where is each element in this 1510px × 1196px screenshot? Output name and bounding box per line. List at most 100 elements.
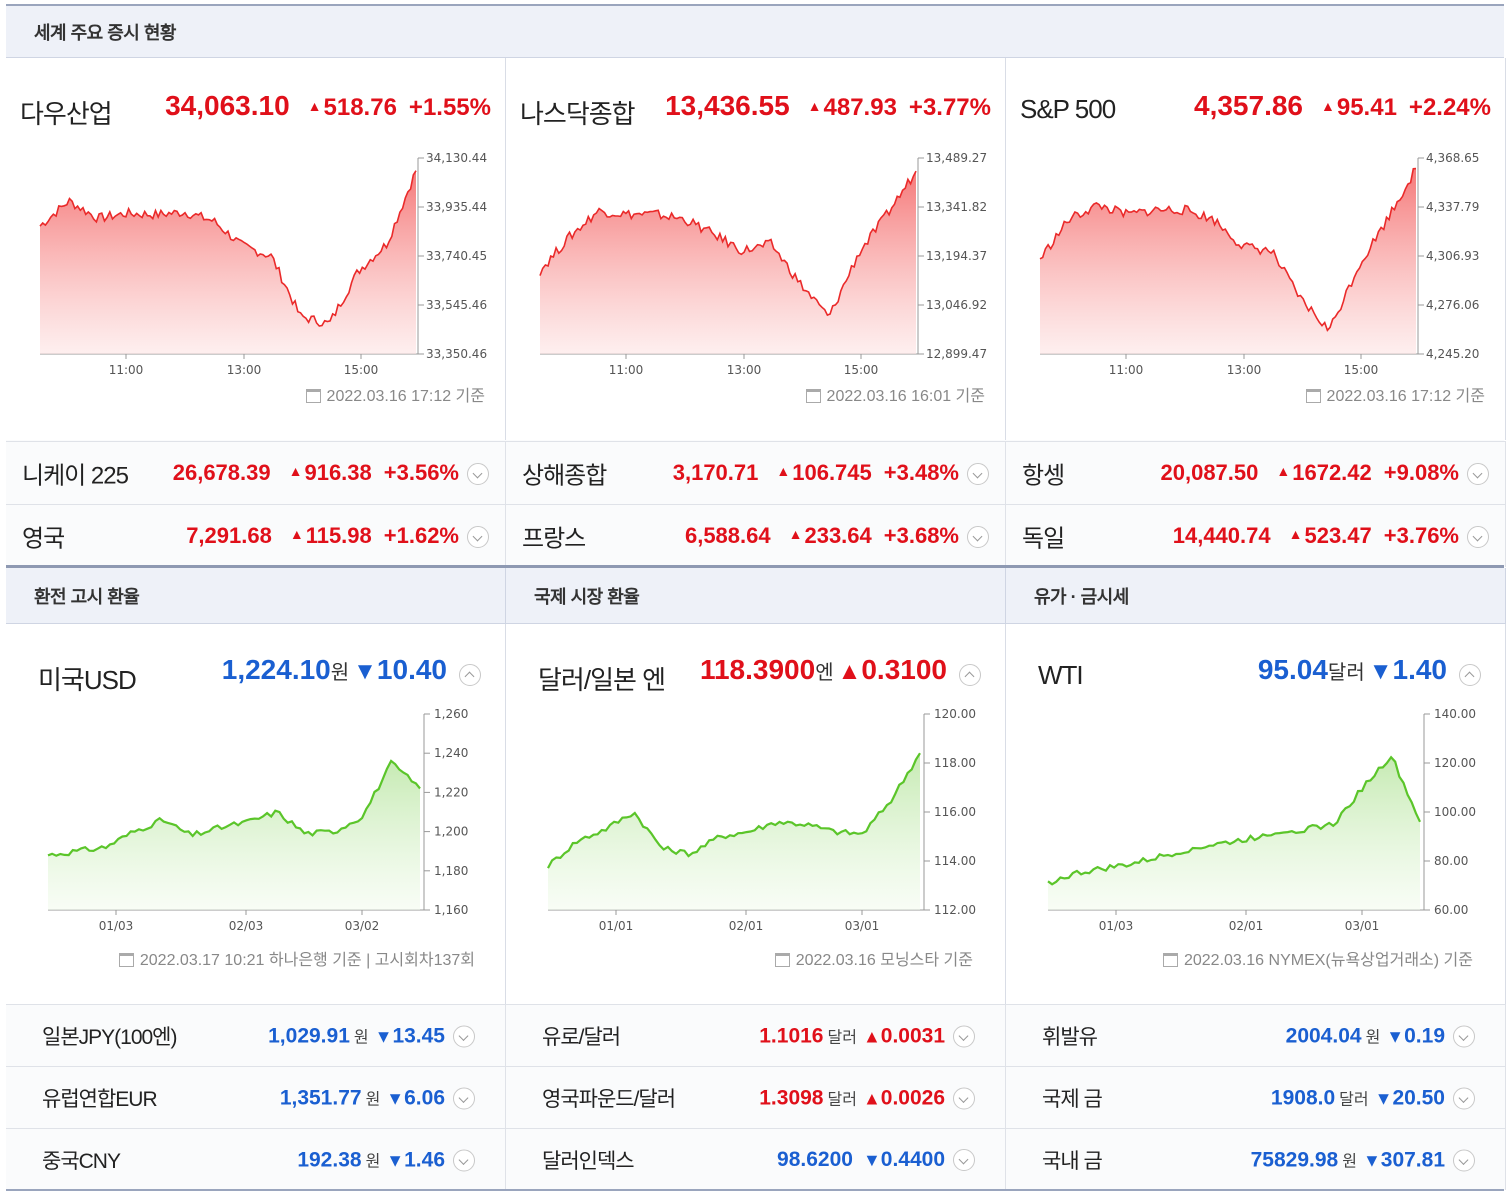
x-tick-label: 02/03 [229,919,264,933]
index-name[interactable]: S&P 500 [1020,94,1116,124]
chevron-down-icon[interactable] [467,463,489,486]
fx-row-item[interactable]: 영국파운드/달러 1.3098 달러 ▲0.0026 [506,1066,1006,1128]
fx-header: WTI 95.04달러 ▼1.40 [1038,654,1481,694]
x-tick-label: 01/03 [99,919,134,933]
y-tick-label: 13,341.82 [926,200,987,214]
chevron-down-icon[interactable] [1467,463,1489,486]
chevron-down-icon[interactable] [967,526,989,549]
y-tick-label: 120.00 [1434,756,1476,770]
y-tick-label: 34,130.44 [426,151,487,165]
stock-row-item[interactable]: 독일 14,440.74 ▲523.47 +3.76% [1006,504,1506,567]
fx-row-change: 0.4400 [880,1147,945,1171]
index-name[interactable]: 나스닥종합 [520,99,636,129]
fx-row-item[interactable]: 국제 금 1908.0 달러 ▼20.50 [1006,1066,1506,1128]
up-triangle-icon: ▲ [862,1026,881,1046]
stock-row-item[interactable]: 프랑스 6,588.64 ▲233.64 +3.68% [506,504,1006,567]
y-tick-label: 1,160 [434,903,468,917]
stock-row-item[interactable]: 영국 7,291.68 ▲115.98 +1.62% [6,504,506,567]
x-tick-label: 03/01 [1345,919,1380,933]
fx-section-header: 유가 · 금시세 [1006,568,1506,624]
stock-row-item[interactable]: 상해종합 3,170.71 ▲106.745 +3.48% [506,441,1006,504]
index-chart[interactable]: 13,489.27 13,341.82 13,194.37 13,046.92 12,8… [506,146,1006,376]
y-tick-label: 4,245.20 [1426,347,1479,361]
fx-chart[interactable]: 120.00 118.00 116.00 114.00 112.00 01/01 02/01… [506,704,1006,944]
stock-row-name: 항셍 [1022,462,1065,490]
y-tick-label: 1,180 [434,864,468,878]
calendar-icon [118,953,134,967]
stock-row-change: ▲106.745 [776,460,871,485]
fx-name[interactable]: WTI [1038,660,1084,690]
timestamp-text: 2022.03.16 17:12 기준 [326,388,485,405]
fx-row-name: 일본JPY(100엔) [42,1025,177,1049]
fx-change: ▼1.40 [1369,654,1447,685]
chart-timestamp: 2022.03.16 16:01 기준 [805,382,985,406]
fx-name[interactable]: 달러/일본 엔 [538,665,666,695]
fx-row-item[interactable]: 일본JPY(100엔) 1,029.91 원 ▼13.45 [6,1004,506,1066]
y-tick-label: 13,046.92 [926,298,987,312]
chevron-up-icon[interactable] [959,663,981,686]
fx-row-unit: 원 [1365,1029,1381,1046]
stock-header: S&P 500 4,357.86 ▲95.41 +2.24% [1020,90,1491,130]
fx-change-value: 0.3100 [861,654,947,685]
stock-row-item[interactable]: 항셍 20,087.50 ▲1672.42 +9.08% [1006,441,1506,504]
fx-chart[interactable]: 140.00 120.00 100.00 80.00 60.00 01/03 02/01 03… [1006,704,1506,944]
chart-area [540,171,916,354]
fx-change-value: 1.40 [1392,654,1448,685]
stock-row-percent: +3.76% [1383,523,1459,548]
chevron-down-icon[interactable] [953,1148,975,1171]
chevron-down-icon[interactable] [1467,526,1489,549]
chevron-up-icon[interactable] [459,663,481,686]
fx-row-name: 국내 금 [1042,1149,1103,1173]
fx-row-change: 1.46 [404,1148,445,1171]
calendar-icon [805,389,821,403]
chevron-down-icon[interactable] [953,1087,975,1110]
down-triangle-icon: ▼ [386,1088,405,1108]
fx-row-value: 98.6200 [777,1147,853,1171]
index-chart[interactable]: 4,368.65 4,337.79 4,306.93 4,276.06 4,245.20… [1006,146,1506,376]
fx-row-name: 달러인덱스 [542,1149,635,1173]
chevron-down-icon[interactable] [967,463,989,486]
fx-row-item[interactable]: 국내 금 75829.98 원 ▼307.81 [1006,1128,1506,1190]
calendar-icon [305,389,321,403]
chevron-down-icon[interactable] [453,1025,475,1048]
y-tick-label: 1,240 [434,746,468,760]
fx-row-name: 휘발유 [1042,1025,1098,1049]
y-tick-label: 1,200 [434,825,468,839]
chevron-down-icon[interactable] [1453,1025,1475,1048]
y-tick-label: 100.00 [1434,805,1476,819]
stock-row-change: ▲1672.42 [1276,460,1371,485]
stock-row-item[interactable]: 니케이 225 26,678.39 ▲916.38 +3.56% [6,441,506,504]
fx-row-item[interactable]: 유럽연합EUR 1,351.77 원 ▼6.06 [6,1066,506,1128]
stock-row-values: 7,291.68 ▲115.98 +1.62% [186,523,489,549]
fx-row-item[interactable]: 휘발유 2004.04 원 ▼0.19 [1006,1004,1506,1066]
chevron-down-icon[interactable] [467,526,489,549]
index-price: 34,063.10 [165,90,290,121]
fx-row-values: 98.6200 ▼0.4400 [777,1148,975,1172]
fx-name[interactable]: 미국USD [38,665,137,695]
fx-row-item[interactable]: 달러인덱스 98.6200 ▼0.4400 [506,1128,1006,1190]
up-triangle-icon: ▲ [1276,463,1291,479]
chart-area [48,760,420,910]
fx-change: ▼10.40 [353,654,447,685]
chevron-down-icon[interactable] [453,1087,475,1110]
y-tick-label: 33,545.46 [426,298,487,312]
chevron-up-icon[interactable] [1459,663,1481,686]
stock-row-value: 14,440.74 [1172,523,1271,548]
fx-row-values: 1,351.77 원 ▼6.06 [280,1085,475,1110]
index-chart[interactable]: 34,130.44 33,935.44 33,740.45 33,545.46 33,3… [6,146,506,376]
fx-chart[interactable]: 1,260 1,240 1,220 1,200 1,180 1,160 01/03 02/03… [6,704,506,944]
index-percent: +3.77% [908,94,991,121]
chevron-down-icon[interactable] [453,1149,475,1172]
fx-row-item[interactable]: 중국CNY 192.38 원 ▼1.46 [6,1128,506,1190]
index-change: ▲95.41 [1321,94,1397,121]
fx-section-title: 국제 시장 환율 [534,586,640,607]
fx-row-item[interactable]: 유로/달러 1.1016 달러 ▲0.0031 [506,1004,1006,1066]
index-name[interactable]: 다우산업 [20,99,113,129]
chevron-down-icon[interactable] [1453,1087,1475,1110]
y-tick-label: 60.00 [1434,903,1468,917]
chevron-down-icon[interactable] [953,1025,975,1048]
chart-line [1039,167,1417,332]
up-triangle-icon: ▲ [788,526,803,542]
fx-section-title: 환전 고시 환율 [34,586,140,607]
chevron-down-icon[interactable] [1453,1149,1475,1172]
